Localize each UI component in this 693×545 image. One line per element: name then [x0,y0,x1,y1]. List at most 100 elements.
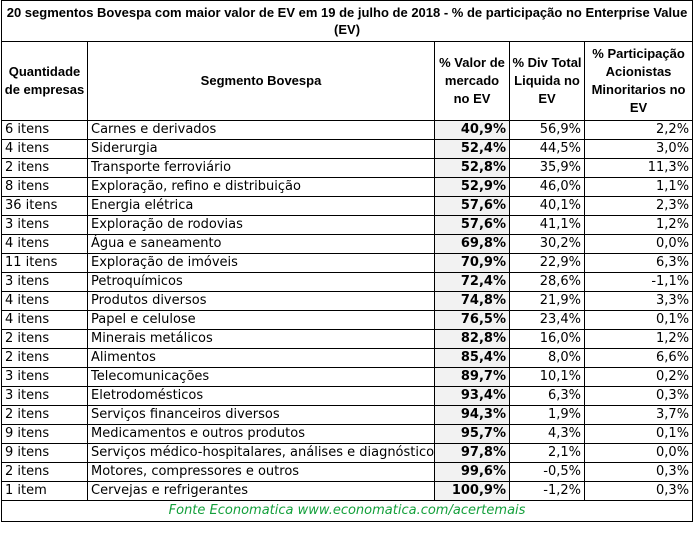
debt-cell: 22,9% [509,253,585,273]
ev-cell: 57,6% [434,215,510,235]
ev-cell: 76,5% [434,310,510,330]
ev-participation-table: 20 segmentos Bovespa com maior valor de … [0,0,693,522]
segment-cell: Alimentos [87,348,435,368]
debt-cell: 6,3% [509,386,585,406]
table-row: 11 itens Exploração de imóveis 70,9% 22,9% 6… [1,253,693,273]
table-row: 2 itens Serviços financeiros diversos 94,3… [1,405,693,425]
minority-cell: 3,0% [583,139,693,159]
minority-cell: 1,2% [583,329,693,349]
segment-cell: Exploração de imóveis [87,253,435,273]
table-row: 2 itens Transporte ferroviário 52,8% 35,9% 1… [1,158,693,178]
qty-cell: 1 item [1,481,88,501]
segment-cell: Motores, compressores e outros [87,462,435,482]
qty-cell: 36 itens [1,196,88,216]
minority-cell: 3,7% [583,405,693,425]
ev-cell: 52,9% [434,177,510,197]
table-row: 4 itens Papel e celulose 76,5% 23,4% 0,1% [1,310,693,330]
segment-cell: Produtos diversos [87,291,435,311]
segment-cell: Telecomunicações [87,367,435,387]
minority-cell: 0,2% [583,367,693,387]
segment-cell: Transporte ferroviário [87,158,435,178]
qty-cell: 11 itens [1,253,88,273]
minority-cell: 6,3% [583,253,693,273]
qty-cell: 3 itens [1,386,88,406]
table-title: 20 segmentos Bovespa com maior valor de … [0,0,693,42]
header-qty: Quantidade de empresas [1,41,88,121]
minority-cell: 1,2% [583,215,693,235]
qty-cell: 4 itens [1,139,88,159]
debt-cell: 30,2% [509,234,585,254]
minority-cell: 3,3% [583,291,693,311]
minority-cell: 1,1% [583,177,693,197]
debt-cell: 10,1% [509,367,585,387]
minority-cell: 11,3% [583,158,693,178]
minority-cell: 0,3% [583,386,693,406]
segment-cell: Siderurgia [87,139,435,159]
qty-cell: 9 itens [1,443,88,463]
ev-cell: 95,7% [434,424,510,444]
ev-cell: 40,9% [434,120,510,140]
table-row: 2 itens Alimentos 85,4% 8,0% 6,6% [1,348,693,368]
debt-cell: 46,0% [509,177,585,197]
qty-cell: 2 itens [1,405,88,425]
table-row: 6 itens Carnes e derivados 40,9% 56,9% 2,2% [1,120,693,140]
segment-cell: Exploração, refino e distribuição [87,177,435,197]
debt-cell: 2,1% [509,443,585,463]
qty-cell: 6 itens [1,120,88,140]
debt-cell: 41,1% [509,215,585,235]
qty-cell: 2 itens [1,329,88,349]
minority-cell: 2,3% [583,196,693,216]
table-row: 4 itens Produtos diversos 74,8% 21,9% 3,3% [1,291,693,311]
ev-cell: 99,6% [434,462,510,482]
footer-row: Fonte Economatica www.economatica.com/ac… [0,500,693,522]
debt-cell: 40,1% [509,196,585,216]
minority-cell: -1,1% [583,272,693,292]
report-container: 20 segmentos Bovespa com maior valor de … [0,0,693,522]
header-debt: % Div Total Liquida no EV [509,41,585,121]
qty-cell: 3 itens [1,367,88,387]
segment-cell: Cervejas e refrigerantes [87,481,435,501]
segment-cell: Medicamentos e outros produtos [87,424,435,444]
ev-cell: 89,7% [434,367,510,387]
table-row: 1 item Cervejas e refrigerantes 100,9% -1,2… [1,481,693,501]
table-row: 2 itens Motores, compressores e outros 99,… [1,462,693,482]
qty-cell: 3 itens [1,272,88,292]
debt-cell: 21,9% [509,291,585,311]
ev-cell: 70,9% [434,253,510,273]
minority-cell: 2,2% [583,120,693,140]
debt-cell: 16,0% [509,329,585,349]
minority-cell: 6,6% [583,348,693,368]
segment-cell: Papel e celulose [87,310,435,330]
minority-cell: 0,3% [583,481,693,501]
ev-cell: 93,4% [434,386,510,406]
header-minority: % Participação Acionistas Minoritarios n… [583,41,693,121]
table-row: 8 itens Exploração, refino e distribuição… [1,177,693,197]
qty-cell: 4 itens [1,291,88,311]
header-ev: % Valor de mercado no EV [434,41,510,121]
minority-cell: 0,1% [583,310,693,330]
table-row: 9 itens Serviços médico-hospitalares, aná… [1,443,693,463]
debt-cell: 1,9% [509,405,585,425]
segment-cell: Carnes e derivados [87,120,435,140]
source-footer: Fonte Economatica www.economatica.com/ac… [0,500,693,522]
debt-cell: 44,5% [509,139,585,159]
table-row: 3 itens Eletrodomésticos 93,4% 6,3% 0,3% [1,386,693,406]
table-row: 2 itens Minerais metálicos 82,8% 16,0% 1,2% [1,329,693,349]
ev-cell: 69,8% [434,234,510,254]
ev-cell: 94,3% [434,405,510,425]
ev-cell: 57,6% [434,196,510,216]
ev-cell: 74,8% [434,291,510,311]
ev-cell: 85,4% [434,348,510,368]
minority-cell: 0,3% [583,462,693,482]
table-row: 3 itens Telecomunicações 89,7% 10,1% 0,2% [1,367,693,387]
qty-cell: 8 itens [1,177,88,197]
ev-cell: 52,8% [434,158,510,178]
segment-cell: Eletrodomésticos [87,386,435,406]
debt-cell: 35,9% [509,158,585,178]
table-title-row: 20 segmentos Bovespa com maior valor de … [0,0,693,42]
table-row: 4 itens Siderurgia 52,4% 44,5% 3,0% [1,139,693,159]
segment-cell: Água e saneamento [87,234,435,254]
qty-cell: 2 itens [1,348,88,368]
segment-cell: Petroquímicos [87,272,435,292]
ev-cell: 52,4% [434,139,510,159]
